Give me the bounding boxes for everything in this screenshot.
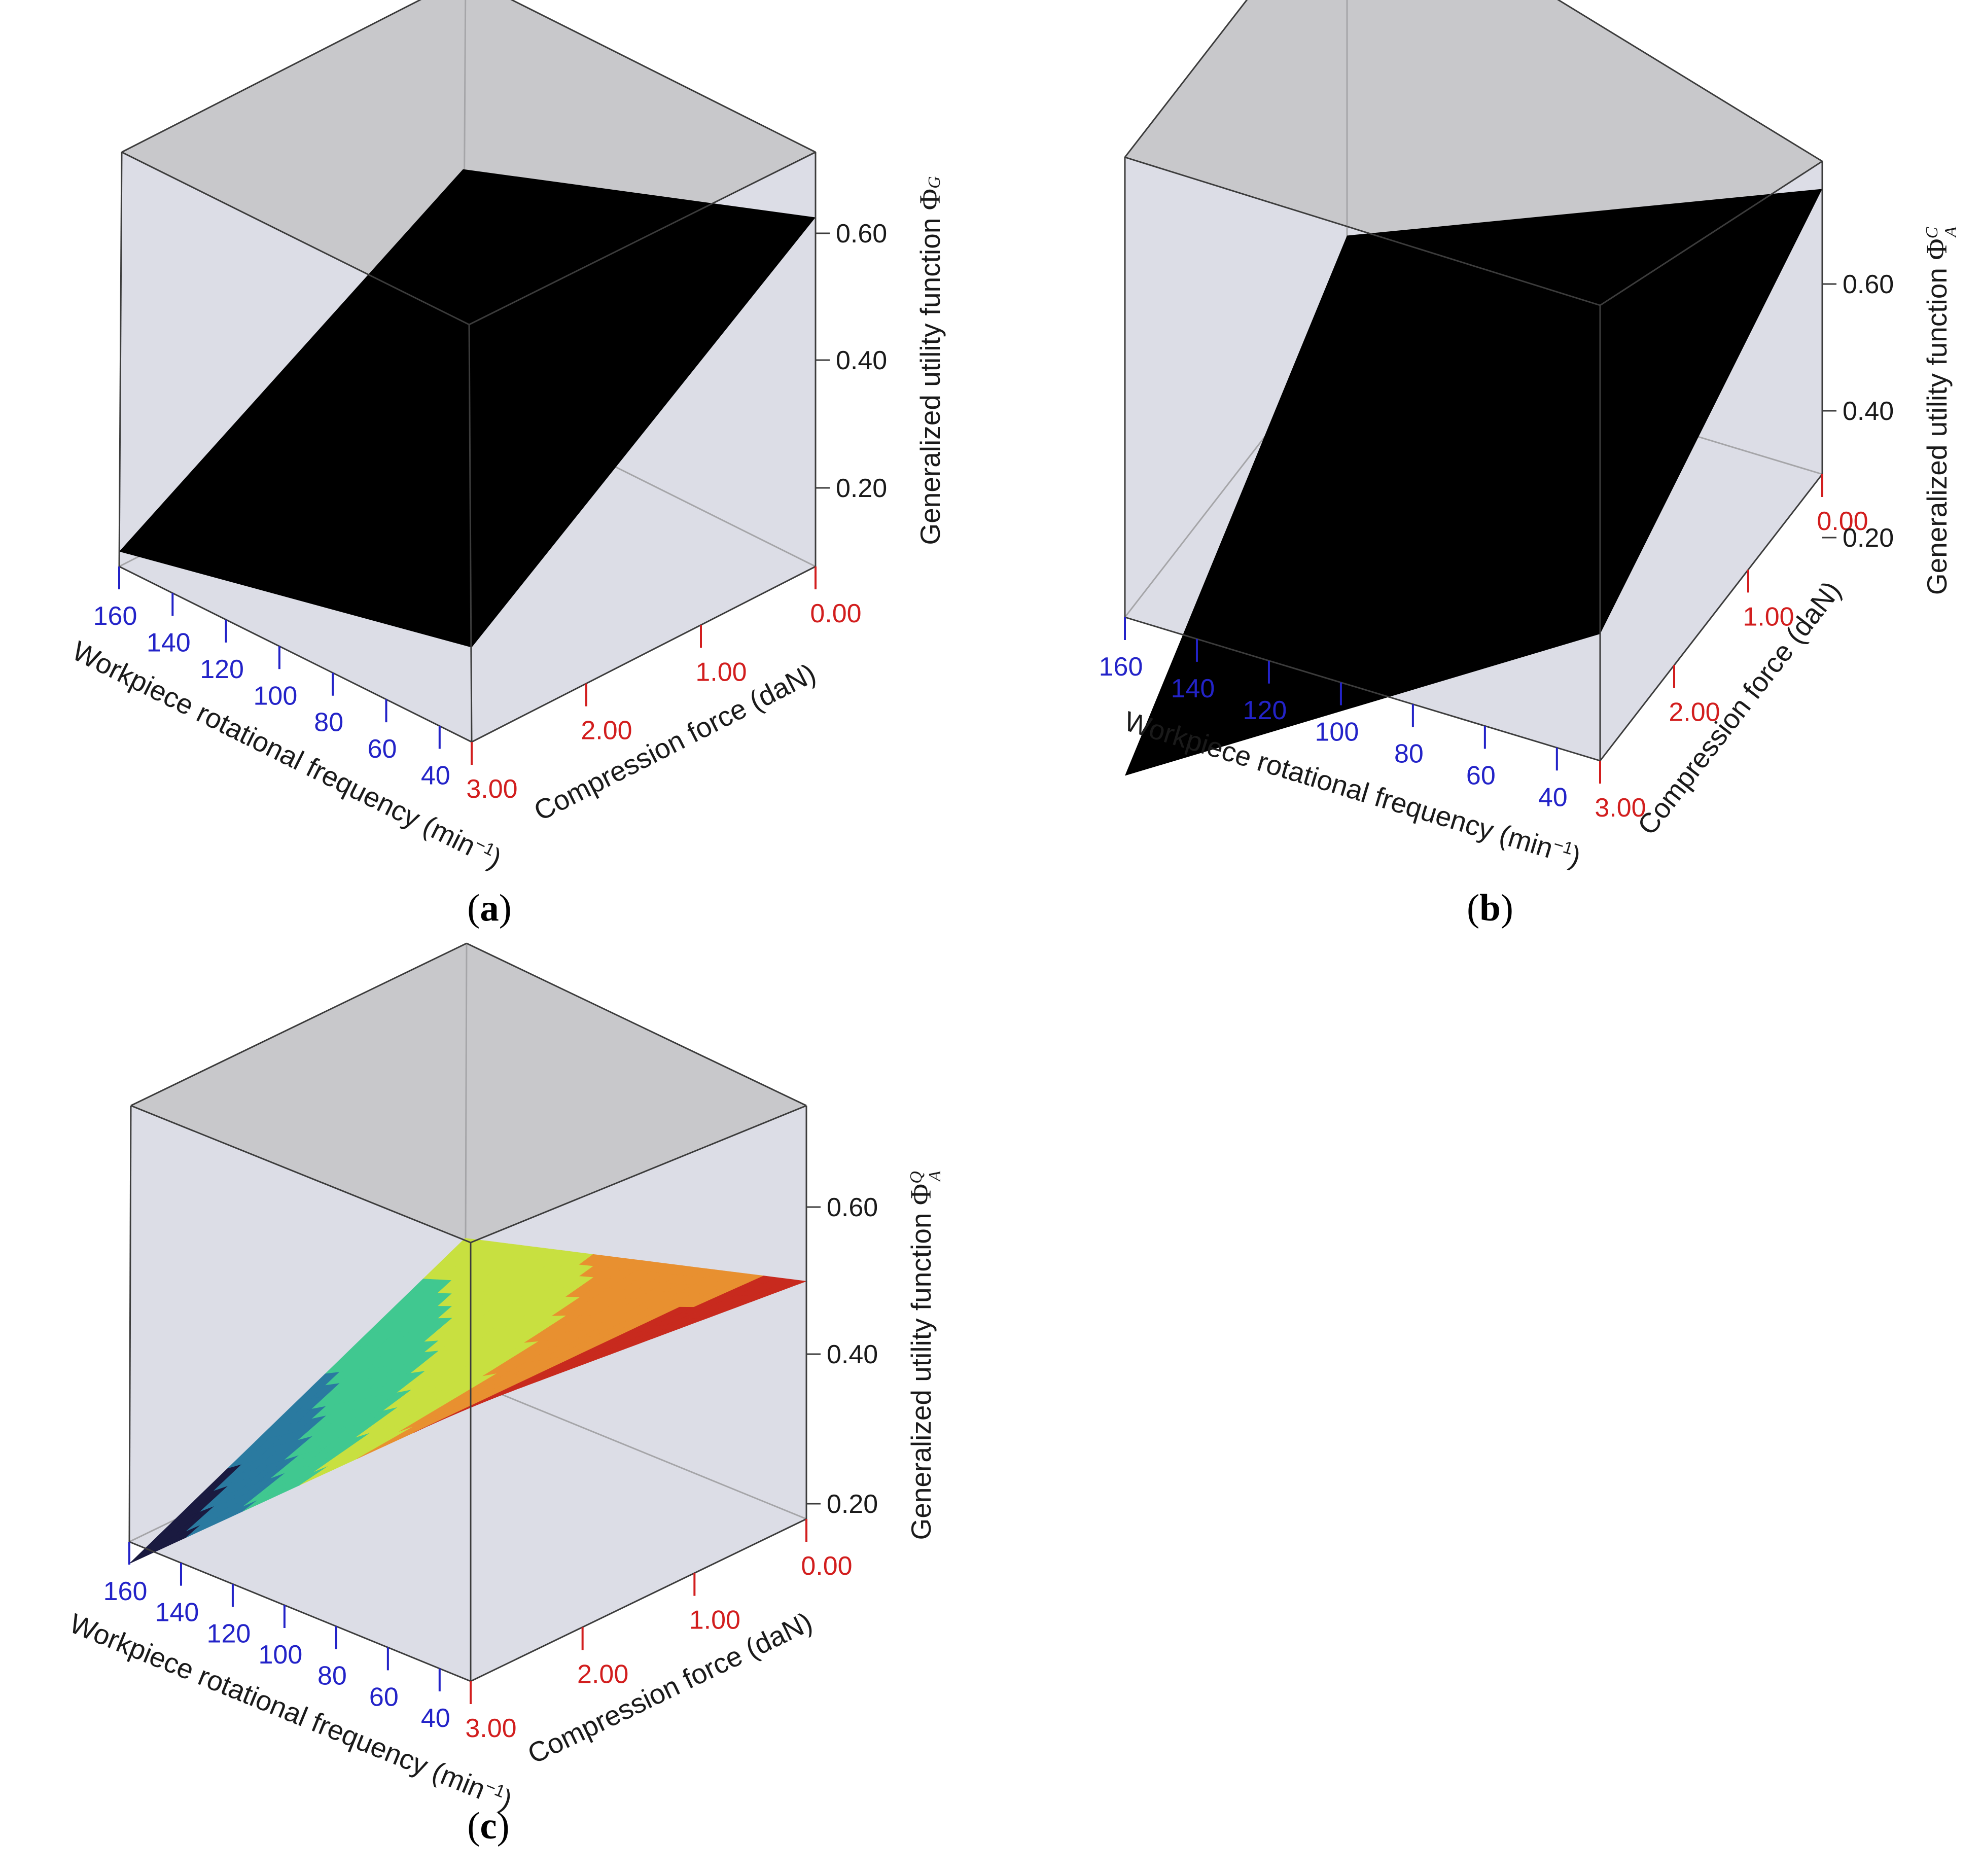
frequency-tick-label: 60 xyxy=(1466,761,1496,790)
z-tick-label: 0.20 xyxy=(1843,523,1894,553)
frequency-tick-label: 80 xyxy=(314,708,343,737)
cube-edge xyxy=(121,151,470,326)
utility-axis-label: Generalized utility function ΦQA xyxy=(904,1171,944,1540)
z-tick-label: 0.60 xyxy=(827,1193,878,1222)
cube-edge xyxy=(118,152,123,567)
cube-edge xyxy=(510,0,816,153)
frequency-tick-label: 40 xyxy=(1538,783,1568,812)
z-tick-label: 0.20 xyxy=(836,474,887,503)
cube-group xyxy=(1124,0,1823,776)
cube-group xyxy=(128,942,807,1682)
force-tick-label: 0.00 xyxy=(801,1551,852,1581)
response-surface xyxy=(119,169,816,648)
z-tick-label: 0.40 xyxy=(827,1340,878,1369)
chart-panel-a: 160 140 120 100 80 60 40 0.00 1.00 2.00 3.00 0.20 0.… xyxy=(67,0,946,929)
cube-group xyxy=(118,0,817,743)
frequency-tick-label: 140 xyxy=(155,1598,199,1627)
left-face xyxy=(129,1106,471,1681)
phi-symbol: Φ xyxy=(913,189,946,210)
panel-caption: (a) xyxy=(467,887,511,929)
panel-caption: (c) xyxy=(467,1805,509,1847)
cube-edge xyxy=(121,0,422,153)
force-tick-label: 0.00 xyxy=(1817,507,1868,536)
cube-edge xyxy=(470,1518,807,1682)
frequency-tick-label: 140 xyxy=(147,628,191,657)
cube-edge xyxy=(1557,0,1823,162)
phi-subscript: A xyxy=(1941,227,1960,238)
frequency-tick-label: 100 xyxy=(1315,718,1359,747)
chart-panel-b: 160 140 120 100 80 60 40 0.00 1.00 2.00 3.00 0.20 0.… xyxy=(1099,0,1960,929)
phi-subscript: G xyxy=(925,176,944,189)
panel-caption: (b) xyxy=(1467,887,1513,929)
z-tick-label: 0.40 xyxy=(1843,397,1894,426)
phi-symbol: Φ xyxy=(904,1184,937,1205)
panel-letter: a xyxy=(480,887,499,929)
phi-subscript: A xyxy=(926,1171,944,1182)
z-tick-label: 0.60 xyxy=(836,219,887,249)
frequency-tick-label: 120 xyxy=(1243,696,1287,725)
cube-edge xyxy=(466,942,807,1107)
frequency-tick-label: 40 xyxy=(421,761,450,791)
force-tick-label: 0.00 xyxy=(810,599,861,628)
frequency-tick-label: 60 xyxy=(368,734,397,764)
top-face xyxy=(131,943,806,1243)
ticks-group: 160 140 120 100 80 60 40 0.00 1.00 2.00 3.00 0.20 0.… xyxy=(1099,270,1894,823)
cube-edge xyxy=(1599,474,1823,761)
frequency-tick-label: 140 xyxy=(1171,674,1215,703)
force-tick-label: 3.00 xyxy=(466,774,517,804)
cube-edge xyxy=(468,324,473,742)
frequency-tick-label: 100 xyxy=(259,1640,303,1670)
cube-edge xyxy=(119,565,472,743)
z-tick-label: 0.40 xyxy=(836,346,887,375)
force-tick-label: 1.00 xyxy=(695,657,747,687)
frequency-tick-label: 40 xyxy=(421,1704,450,1733)
cube-edge xyxy=(129,1541,471,1682)
response-surface xyxy=(1125,189,1822,776)
cube-edge xyxy=(130,1105,471,1244)
cube-edge xyxy=(471,565,816,743)
z-tick-label: 0.60 xyxy=(1843,270,1894,299)
frequency-tick-label: 100 xyxy=(254,681,298,711)
frequency-tick-label: 160 xyxy=(1099,652,1143,682)
cube-edge xyxy=(1124,156,1601,306)
panel-letter: b xyxy=(1479,887,1501,929)
back-edge xyxy=(465,1378,807,1520)
phi-superscript: C xyxy=(1923,227,1941,238)
force-tick-label: 2.00 xyxy=(577,1659,628,1689)
utility-axis-label: Generalized utility function ΦG xyxy=(913,176,946,545)
frequency-tick-label: 120 xyxy=(200,655,244,684)
cube-edge xyxy=(1124,616,1601,762)
force-tick-label: 1.00 xyxy=(689,1606,740,1635)
cube-edge xyxy=(1600,160,1823,306)
force-tick-label: 2.00 xyxy=(581,716,632,746)
frequency-tick-label: 80 xyxy=(317,1661,347,1691)
ticks-group: 160 140 120 100 80 60 40 0.00 1.00 2.00 3.00 0.20 0.… xyxy=(93,219,888,804)
phi-superscript: Q xyxy=(907,1171,926,1184)
frequency-tick-label: 60 xyxy=(369,1682,399,1712)
top-face xyxy=(122,0,816,325)
panel-letter: c xyxy=(480,1805,497,1847)
phi-symbol: Φ xyxy=(1920,238,1953,260)
cube-edge xyxy=(470,1105,807,1244)
frequency-tick-label: 160 xyxy=(103,1577,148,1606)
frequency-tick-label: 80 xyxy=(1394,739,1424,769)
force-tick-label: 1.00 xyxy=(1743,602,1794,631)
cube-edge xyxy=(128,1105,132,1542)
force-tick-label: 2.00 xyxy=(1669,698,1720,727)
force-tick-label: 3.00 xyxy=(1595,793,1646,823)
cube-edge xyxy=(130,942,467,1107)
cube-edge xyxy=(469,151,816,326)
cube-edge xyxy=(1124,0,1248,158)
force-tick-label: 3.00 xyxy=(465,1714,516,1743)
frequency-tick-label: 120 xyxy=(207,1619,251,1648)
z-tick-label: 0.20 xyxy=(827,1490,878,1519)
frequency-tick-label: 160 xyxy=(93,601,137,631)
utility-axis-label: Generalized utility function ΦCA xyxy=(1920,227,1960,595)
